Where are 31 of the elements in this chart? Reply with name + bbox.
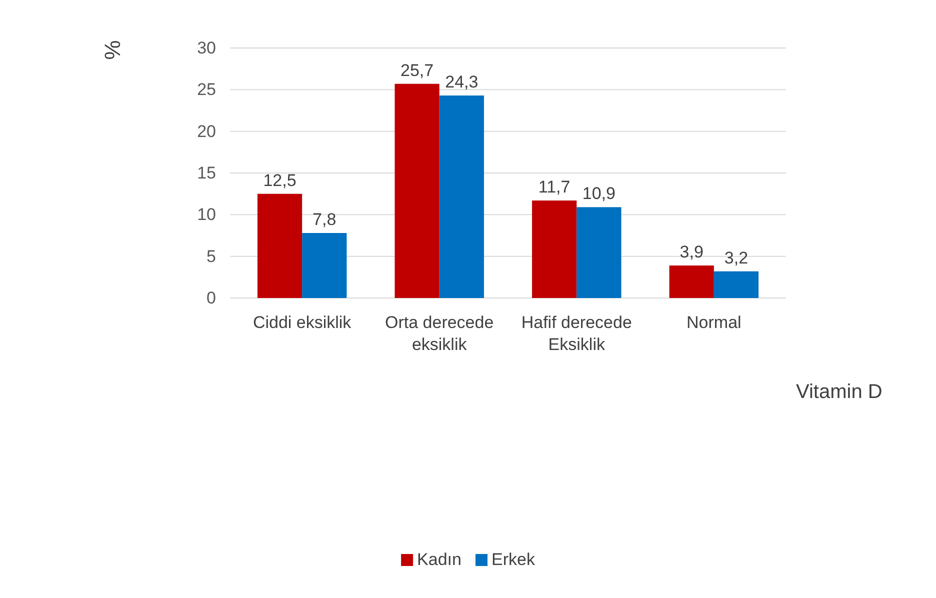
data-label: 10,9: [582, 184, 616, 204]
y-tick-label: 20: [197, 122, 216, 141]
bar: [394, 84, 440, 298]
bar: [576, 207, 622, 298]
x-tick-label: Orta derecede eksiklik: [385, 313, 494, 354]
y-tick-label: 30: [197, 38, 216, 58]
data-label: 11,7: [538, 178, 570, 196]
data-label: 3,2: [724, 248, 748, 268]
y-tick-label: 0: [206, 288, 216, 308]
bar: [439, 96, 484, 298]
bar: [302, 233, 347, 298]
bar: [257, 194, 302, 298]
x-tick-label: Hafif derecede Eksiklik: [521, 313, 632, 354]
legend-label: Erkek: [491, 550, 536, 569]
y-tick-label: 10: [197, 205, 216, 224]
data-label: 12,5: [263, 170, 296, 190]
y-tick-label: 5: [206, 246, 216, 266]
x-tick-label: Normal: [686, 313, 742, 332]
x-axis-title: Vitamin D: [796, 381, 882, 403]
y-tick-label: 15: [197, 163, 216, 182]
data-label: 24,3: [445, 72, 478, 92]
x-tick-label: Ciddi eksiklik: [252, 313, 352, 332]
data-label: 3,9: [680, 242, 704, 262]
bar: [714, 271, 759, 298]
data-label: 7,8: [312, 210, 336, 229]
bar: [532, 200, 577, 298]
y-axis-title: %: [100, 40, 125, 60]
legend-label: Kadın: [417, 550, 462, 569]
y-tick-label: 25: [197, 80, 216, 100]
data-label: 25,7: [400, 60, 434, 80]
bar: [669, 266, 714, 298]
